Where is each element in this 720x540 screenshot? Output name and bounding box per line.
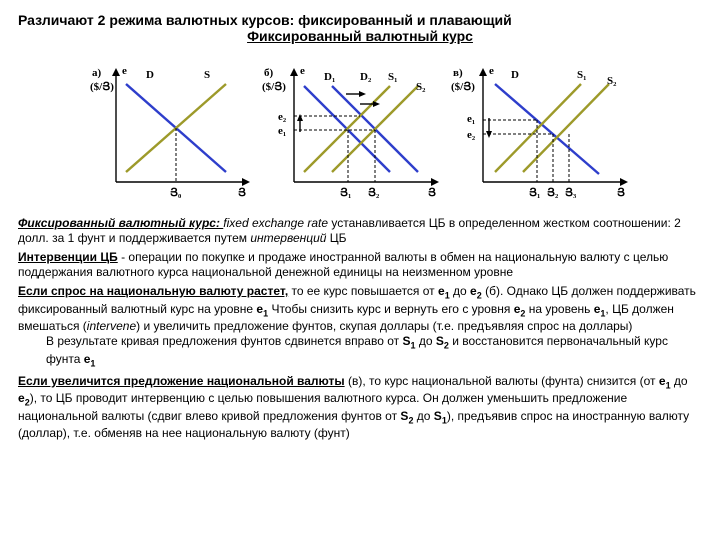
chart-c-tag: в) [453,67,463,79]
chart-b-e2: e₂ [278,111,287,123]
chart-b-x1: Յ₁ [340,187,351,199]
chart-b-xlabel: Յ [428,187,436,199]
chart-b-e1: e₁ [278,125,286,137]
chart-c-e1: e₁ [467,113,475,125]
para-3: Если спрос на национальную валюту растет… [18,284,702,370]
chart-c-D: D [511,69,519,81]
chart-c-e2: e₂ [467,129,476,141]
chart-c-xlabel: Յ [617,187,625,199]
chart-a: а) e ($/Յ) D S Յ₀ Յ [86,54,256,204]
para-4: Если увеличится предложение национальной… [18,374,702,442]
chart-b: б) e ($/Յ) D₁ D₂ S₁ S₂ e₂ e₁ Յ₁ Յ₂ Յ [260,54,445,204]
para-2: Интервенции ЦБ - операции по покупке и п… [18,250,702,280]
chart-c: в) e ($/Յ) D S₁ S₂ e₁ e₂ Յ₁ Յ₂ Յ₃ Յ [449,54,634,204]
chart-c-x3: Յ₃ [565,187,577,199]
chart-b-ylabel: e [300,65,305,77]
chart-a-S: S [204,69,210,81]
para-1: Фиксированный валютный курс: fixed excha… [18,216,702,246]
chart-a-tag: а) [92,67,102,79]
chart-a-ylabel: e [122,65,127,77]
chart-a-yunit: ($/Յ) [90,81,114,93]
chart-a-x0: Յ₀ [170,187,182,199]
chart-b-D1: D₁ [324,71,335,83]
chart-c-yunit: ($/Յ) [451,81,475,93]
chart-b-S2: S₂ [416,81,426,93]
chart-c-S1: S₁ [577,69,586,81]
chart-a-xlabel: Յ [238,187,246,199]
chart-b-tag: б) [264,67,274,79]
chart-b-S1: S₁ [388,71,397,83]
chart-a-D: D [146,69,154,81]
chart-b-yunit: ($/Յ) [262,81,286,93]
charts-row: а) e ($/Յ) D S Յ₀ Յ [18,54,702,204]
chart-b-x2: Յ₂ [368,187,380,199]
chart-c-x1: Յ₁ [529,187,540,199]
chart-c-x2: Յ₂ [547,187,559,199]
page-title: Различают 2 режима валютных курсов: фикс… [18,12,702,28]
page-subtitle: Фиксированный валютный курс [18,28,702,44]
chart-c-S2: S₂ [607,75,617,87]
chart-c-ylabel: e [489,65,494,77]
chart-b-D2: D₂ [360,71,372,83]
